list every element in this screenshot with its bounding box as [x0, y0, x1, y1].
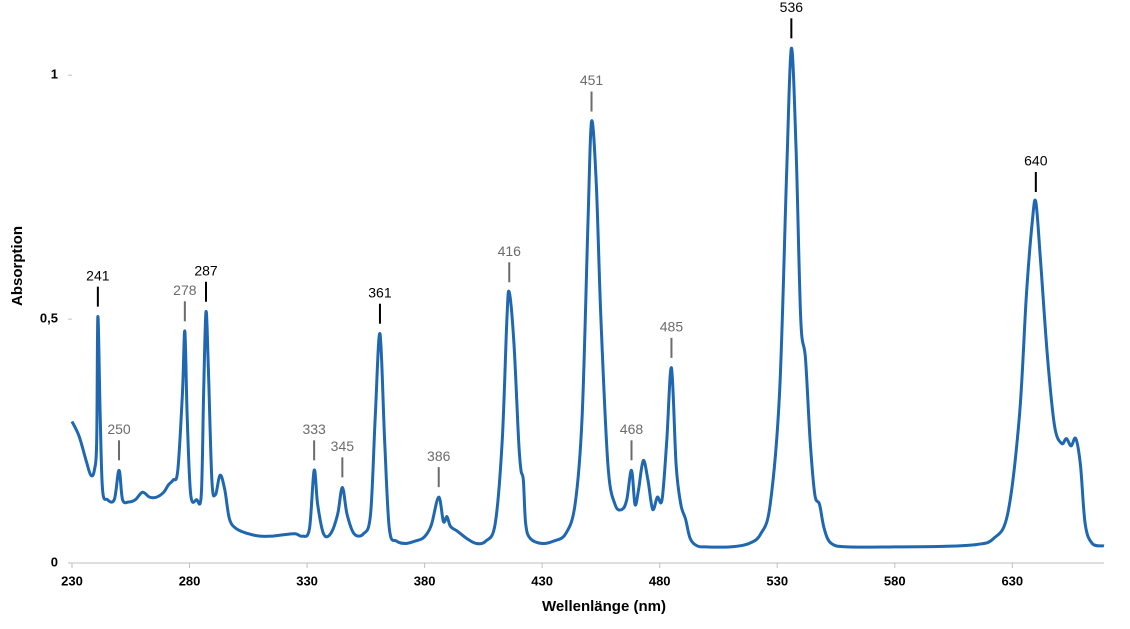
y-tick-label: 0,5	[40, 311, 58, 326]
y-tick-label: 1	[51, 67, 58, 82]
x-tick-label: 380	[414, 573, 436, 588]
annotation-label: 333	[302, 421, 326, 437]
annotation-label: 241	[86, 267, 110, 283]
annotation-label: 287	[194, 262, 218, 278]
annotation-label: 451	[580, 72, 604, 88]
annotation-label: 361	[368, 284, 392, 300]
annotation-label: 640	[1024, 153, 1048, 169]
x-tick-label: 230	[61, 573, 83, 588]
y-tick-label: 0	[51, 554, 58, 569]
x-tick-label: 480	[649, 573, 671, 588]
annotation-label: 345	[331, 438, 355, 454]
annotation-label: 278	[173, 282, 197, 298]
x-axis-title: Wellenlänge (nm)	[542, 598, 666, 615]
x-tick-label: 330	[296, 573, 318, 588]
x-tick-label: 630	[1001, 573, 1023, 588]
y-axis-title: Absorption	[9, 226, 26, 306]
x-tick-label: 580	[884, 573, 906, 588]
annotation-label: 536	[780, 0, 804, 15]
annotation-label: 250	[107, 421, 131, 437]
annotation-label: 468	[620, 421, 644, 437]
annotation-label: 416	[498, 243, 522, 259]
spectrum-line	[70, 46, 1105, 549]
annotation-label: 386	[427, 448, 451, 464]
annotation-label: 485	[660, 319, 684, 335]
x-tick-label: 530	[766, 573, 788, 588]
x-tick-label: 280	[179, 573, 201, 588]
x-tick-label: 430	[531, 573, 553, 588]
